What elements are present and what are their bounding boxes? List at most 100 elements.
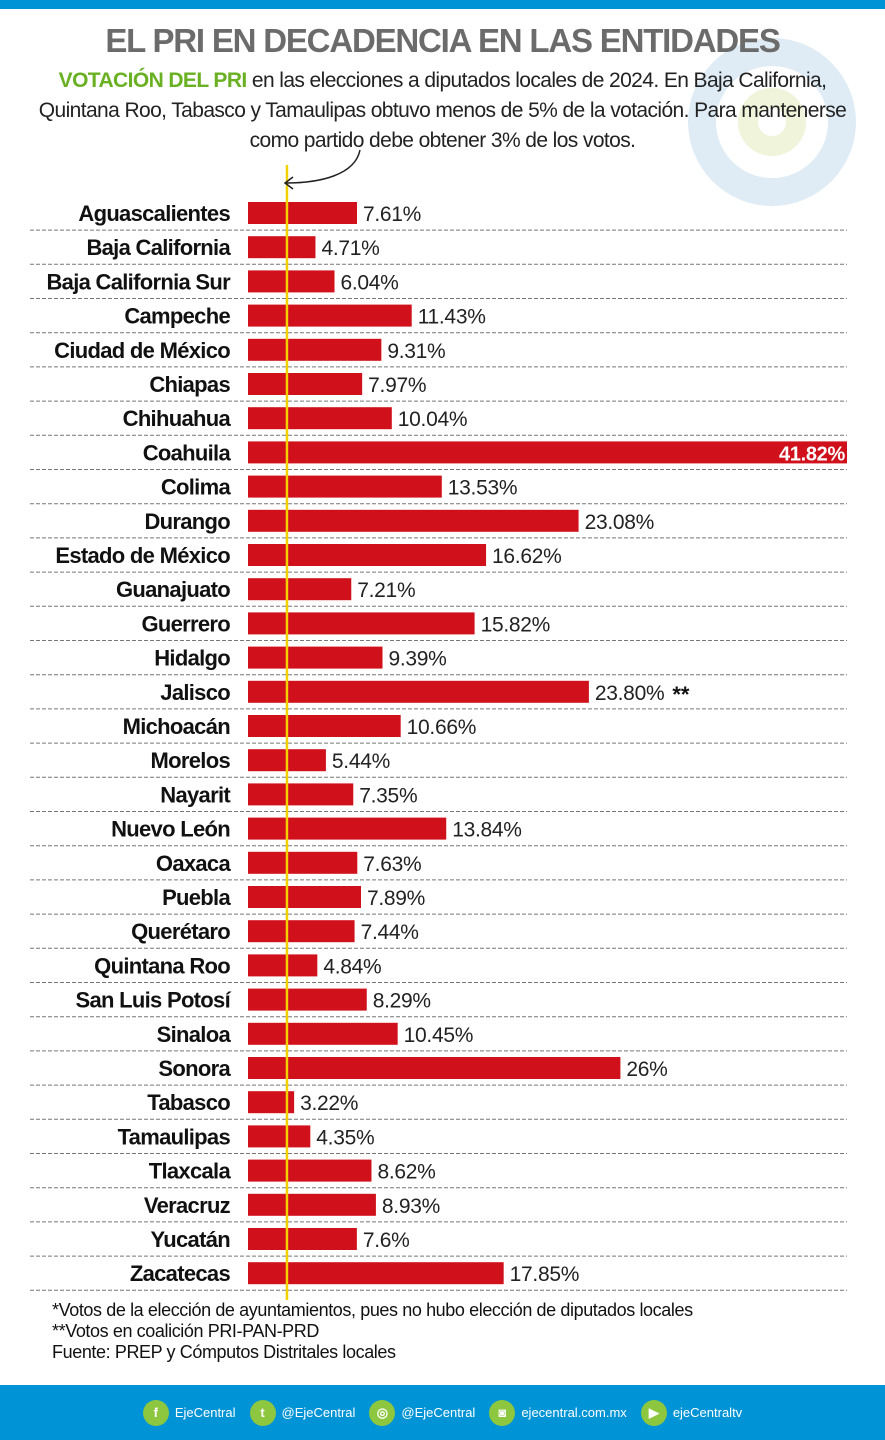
bar [248, 783, 354, 806]
footnotes: *Votos de la elección de ayuntamientos, … [52, 1300, 693, 1363]
value-label: 23.08% [585, 511, 654, 534]
bar [248, 578, 352, 601]
category-label: Tabasco [147, 1090, 230, 1115]
value-label: 7.89% [367, 887, 425, 910]
category-label: Yucatán [151, 1227, 231, 1252]
twitter-icon: t [249, 1399, 276, 1426]
value-label: 13.84% [452, 819, 521, 842]
value-label: 16.62% [492, 545, 561, 568]
social-label: @EjeCentral [281, 1405, 356, 1420]
social-facebook[interactable]: f EjeCentral [142, 1399, 236, 1426]
subtitle-text: en las elecciones a diputados locales de… [38, 69, 847, 152]
bar [248, 715, 401, 737]
value-label: 4.84% [323, 955, 381, 978]
social-label: ejeCentraltv [672, 1405, 743, 1420]
category-label: Colima [161, 475, 232, 500]
bar [248, 886, 362, 908]
value-label: 15.82% [481, 613, 550, 636]
annotation-arrow [285, 149, 361, 184]
value-label: 7.35% [359, 784, 417, 807]
category-label: Nuevo León [111, 817, 230, 842]
social-label: @EjeCentral [401, 1405, 476, 1420]
value-label: 5.44% [332, 750, 390, 773]
value-label: 9.31% [387, 340, 445, 363]
social-label: ejecentral.com.mx [521, 1405, 627, 1420]
value-label: 23.80% [595, 682, 664, 705]
bar [248, 1228, 357, 1250]
social-twitter[interactable]: t @EjeCentral [249, 1399, 356, 1426]
value-label: 6.04% [341, 271, 399, 294]
category-label: Nayarit [160, 782, 231, 807]
value-label: 3.22% [300, 1092, 358, 1115]
category-label: Michoacán [123, 714, 231, 739]
youtube-icon: ▶ [640, 1399, 667, 1426]
bar [248, 851, 358, 874]
social-youtube[interactable]: ▶ ejeCentraltv [640, 1399, 743, 1426]
bar [248, 236, 316, 259]
value-label: 4.35% [316, 1126, 374, 1149]
category-label: Puebla [162, 885, 231, 910]
bar [248, 1057, 621, 1079]
category-label: Querétaro [131, 919, 230, 944]
value-label: 10.66% [407, 716, 476, 739]
bar [248, 988, 367, 1011]
social-instagram[interactable]: ◙ ejecentral.com.mx [489, 1399, 627, 1426]
bar [248, 544, 487, 566]
category-label: Hidalgo [154, 646, 230, 671]
value-label: 8.62% [377, 1161, 435, 1184]
bar [248, 304, 412, 327]
bar [248, 338, 382, 361]
category-label: Quintana Roo [94, 953, 230, 978]
category-label: Zacatecas [130, 1261, 231, 1286]
category-label: Baja California Sur [46, 269, 231, 294]
bar [248, 270, 335, 293]
subtitle: VOTACIÓN DEL PRI en las elecciones a dip… [30, 66, 855, 156]
category-label: San Luis Potosí [75, 988, 231, 1013]
bar [248, 373, 363, 395]
social-footer: f EjeCentral t @EjeCentral ◎ @EjeCentral ◙ e… [0, 1385, 885, 1440]
category-label: Oaxaca [156, 851, 232, 876]
category-label: Chihuahua [123, 406, 232, 431]
value-label: 7.44% [361, 921, 419, 944]
arrow-head-icon [283, 176, 294, 190]
value-label: 10.45% [404, 1024, 473, 1047]
value-label: 8.93% [382, 1195, 440, 1218]
value-label: 7.97% [368, 374, 426, 397]
value-label: 26% [626, 1058, 667, 1081]
bar [248, 1262, 504, 1285]
category-label: Estado de México [55, 543, 230, 568]
bar [248, 646, 383, 669]
bar [248, 1159, 372, 1182]
bar [248, 475, 442, 498]
category-label: Morelos [151, 748, 231, 773]
value-label: 7.6% [363, 1229, 410, 1252]
bar [248, 407, 392, 430]
bar [248, 954, 318, 977]
page-title: EL PRI EN DECADENCIA EN LAS ENTIDADES [105, 22, 781, 59]
bar [248, 817, 447, 840]
bar [248, 441, 847, 464]
bar [248, 1022, 398, 1045]
facebook-icon: f [142, 1399, 169, 1426]
bar-chart: Aguascalientes 7.61% Baja California 4.71% B… [30, 149, 847, 1300]
instagram-icon: ◙ [489, 1399, 516, 1426]
category-label: Campeche [124, 304, 230, 329]
value-label: 8.29% [373, 990, 431, 1013]
bar [248, 1125, 311, 1148]
footnote-1: *Votos de la elección de ayuntamientos, … [52, 1300, 693, 1320]
social-location[interactable]: ◎ @EjeCentral [369, 1399, 476, 1426]
value-label: 41.82% [779, 443, 846, 465]
category-label: Aguascalientes [78, 201, 230, 226]
category-label: Tamaulipas [118, 1124, 231, 1149]
value-label: 17.85% [510, 1263, 579, 1286]
bar [248, 202, 358, 224]
value-label: 4.71% [321, 237, 379, 260]
bar [248, 612, 475, 635]
value-label: 13.53% [448, 477, 517, 500]
value-label: 7.61% [363, 203, 421, 226]
location-icon: ◎ [369, 1399, 396, 1426]
bar [248, 1193, 376, 1216]
category-label: Guanajuato [116, 577, 230, 602]
annotation-mark: ** [672, 682, 690, 707]
category-label: Coahuila [143, 440, 232, 465]
